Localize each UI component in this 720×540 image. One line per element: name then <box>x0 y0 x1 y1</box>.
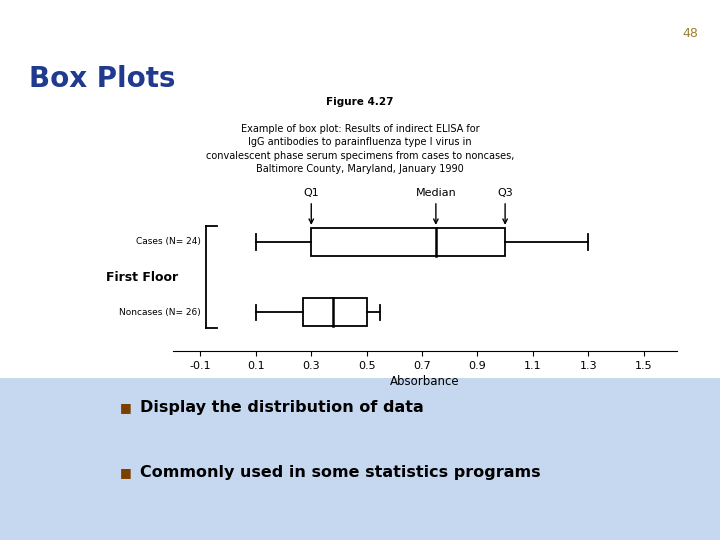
Bar <box>311 228 505 256</box>
Text: Display the distribution of data: Display the distribution of data <box>140 400 424 415</box>
Text: Commonly used in some statistics programs: Commonly used in some statistics program… <box>140 465 541 480</box>
Bar <box>303 298 366 326</box>
Text: ■: ■ <box>120 401 132 414</box>
Text: Figure 4.27: Figure 4.27 <box>326 97 394 107</box>
Text: Median: Median <box>415 188 456 224</box>
Text: Example of box plot: Results of indirect ELISA for
IgG antibodies to parainfluen: Example of box plot: Results of indirect… <box>206 124 514 174</box>
Text: Cases (N= 24): Cases (N= 24) <box>135 237 200 246</box>
Text: ■: ■ <box>120 466 132 479</box>
Text: First Floor: First Floor <box>107 271 179 284</box>
Text: Box Plots: Box Plots <box>29 65 175 93</box>
Text: Q3: Q3 <box>498 188 513 224</box>
Text: Noncases (N= 26): Noncases (N= 26) <box>119 308 200 317</box>
Text: Q1: Q1 <box>303 188 319 224</box>
Text: 48: 48 <box>683 27 698 40</box>
X-axis label: Absorbance: Absorbance <box>390 375 459 388</box>
